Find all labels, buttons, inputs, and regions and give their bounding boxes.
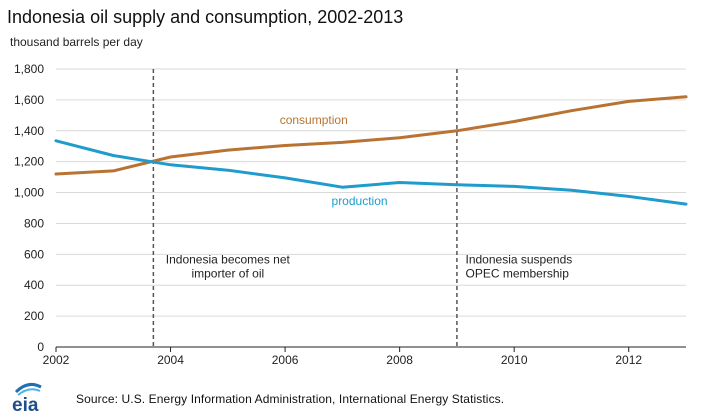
series-lines	[54, 95, 688, 206]
annotation-text: Indonesia becomes net	[166, 253, 291, 267]
production-line	[54, 139, 688, 206]
gridlines	[56, 68, 686, 317]
x-tick-label: 2012	[615, 353, 642, 367]
annotation-text: Indonesia suspends	[466, 253, 573, 267]
x-tick-label: 2006	[272, 353, 299, 367]
y-tick-label: 1,200	[14, 155, 44, 169]
line-chart: 0 200 400 600 800 1,000 1,200 1,400 1,600 1,800 20…	[14, 62, 688, 367]
axes	[55, 346, 686, 352]
y-tick-label: 0	[37, 340, 44, 354]
y-tick-label: 1,800	[14, 62, 44, 76]
consumption-line	[54, 95, 688, 176]
annotation-text: importer of oil	[191, 267, 264, 281]
annotation-text: OPEC membership	[466, 267, 570, 281]
y-tick-label: 200	[24, 309, 44, 323]
y-tick-label: 1,000	[14, 186, 44, 200]
y-tick-label: 1,600	[14, 93, 44, 107]
y-tick-label: 400	[24, 278, 44, 292]
logo-arc-blue	[14, 382, 42, 394]
y-axis-units: thousand barrels per day	[10, 35, 143, 49]
eia-logo: eia	[12, 382, 42, 416]
x-tick-label: 2004	[157, 353, 184, 367]
x-tick-label: 2008	[386, 353, 413, 367]
x-tick-label: 2010	[501, 353, 528, 367]
x-tick-label: 2002	[43, 353, 70, 367]
y-tick-label: 600	[24, 247, 44, 261]
chart-title: Indonesia oil supply and consumption, 20…	[7, 7, 404, 27]
production-label: production	[332, 194, 388, 208]
source-note: Source: U.S. Energy Information Administ…	[76, 392, 505, 406]
footer: eia Source: U.S. Energy Information Admi…	[0, 378, 705, 420]
y-tick-label: 1,400	[14, 124, 44, 138]
y-tick-label: 800	[24, 216, 44, 230]
logo-arc-light	[17, 388, 41, 396]
labels: 0 200 400 600 800 1,000 1,200 1,400 1,600 1,800 20…	[14, 62, 642, 367]
logo-text: eia	[12, 395, 39, 416]
consumption-label: consumption	[280, 113, 348, 127]
annotations	[152, 69, 458, 347]
